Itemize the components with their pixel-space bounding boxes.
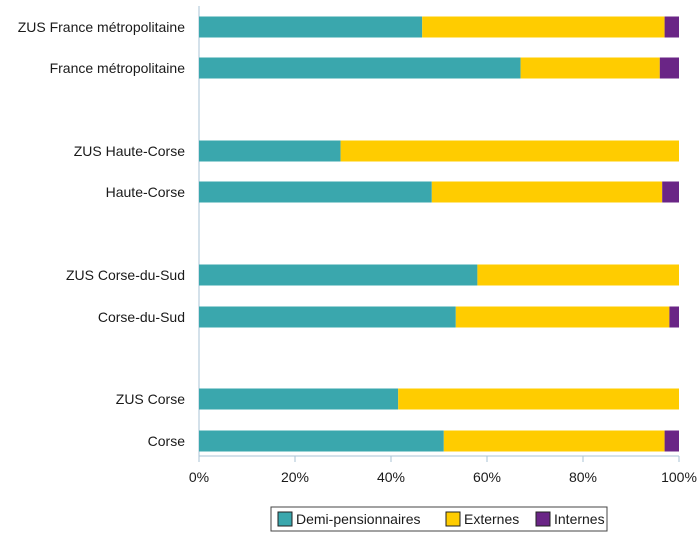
x-tick-label: 100% xyxy=(661,469,697,485)
category-labels: ZUS France métropolitaine France métropol… xyxy=(18,19,186,449)
legend-swatch-demi-pensionnaires xyxy=(277,511,293,527)
bars-group xyxy=(199,16,679,452)
bar-zus-corse-demi-pensionnaires xyxy=(199,388,399,410)
category-label: France métropolitaine xyxy=(50,60,186,76)
legend-swatch-internes xyxy=(535,511,551,527)
bar-haute-corse-externes xyxy=(431,181,663,203)
bar-corse-du-sud-demi-pensionnaires xyxy=(199,306,456,328)
bar-corse-demi-pensionnaires xyxy=(199,430,444,452)
category-label: ZUS Haute-Corse xyxy=(74,143,185,159)
legend-label-externes: Externes xyxy=(464,511,519,527)
category-label: Corse xyxy=(148,433,186,449)
bar-zus-corse-du-sud-demi-pensionnaires xyxy=(199,264,478,286)
x-tick-label: 0% xyxy=(189,469,209,485)
legend-label-internes: Internes xyxy=(554,511,605,527)
bar-zus-corse-du-sud-externes xyxy=(477,264,679,286)
bar-zus-corse-externes xyxy=(398,388,679,410)
legend-label-demi-pensionnaires: Demi-pensionnaires xyxy=(296,511,421,527)
legend-frame xyxy=(270,506,608,532)
bar-haute-corse-demi-pensionnaires xyxy=(199,181,432,203)
bar-france-metropolitaine-externes xyxy=(520,57,660,79)
x-tick-label: 80% xyxy=(569,469,597,485)
bar-france-metropolitaine-demi-pensionnaires xyxy=(199,57,521,79)
x-tick-label: 40% xyxy=(377,469,405,485)
legend: Demi-pensionnaires Externes Internes xyxy=(270,506,608,532)
bar-haute-corse-internes xyxy=(662,181,679,203)
x-tick-label: 60% xyxy=(473,469,501,485)
category-label: ZUS Corse xyxy=(116,391,185,407)
bar-zus-france-metropolitaine-internes xyxy=(664,16,679,38)
category-label: ZUS Corse-du-Sud xyxy=(66,267,185,283)
bar-corse-du-sud-externes xyxy=(455,306,670,328)
bar-zus-france-metropolitaine-externes xyxy=(422,16,665,38)
bar-corse-externes xyxy=(443,430,665,452)
category-label: ZUS France métropolitaine xyxy=(18,19,186,35)
bar-zus-france-metropolitaine-demi-pensionnaires xyxy=(199,16,423,38)
category-label: Corse-du-Sud xyxy=(98,309,185,325)
legend-swatch-externes xyxy=(445,511,461,527)
bar-corse-internes xyxy=(664,430,679,452)
x-tick-label: 20% xyxy=(281,469,309,485)
category-label: Haute-Corse xyxy=(106,184,186,200)
bar-zus-haute-corse-externes xyxy=(340,140,679,162)
bar-france-metropolitaine-internes xyxy=(659,57,679,79)
bar-zus-haute-corse-demi-pensionnaires xyxy=(199,140,341,162)
bar-corse-du-sud-internes xyxy=(669,306,679,328)
x-tick-group: 0% 20% 40% 60% 80% 100% xyxy=(189,456,697,485)
